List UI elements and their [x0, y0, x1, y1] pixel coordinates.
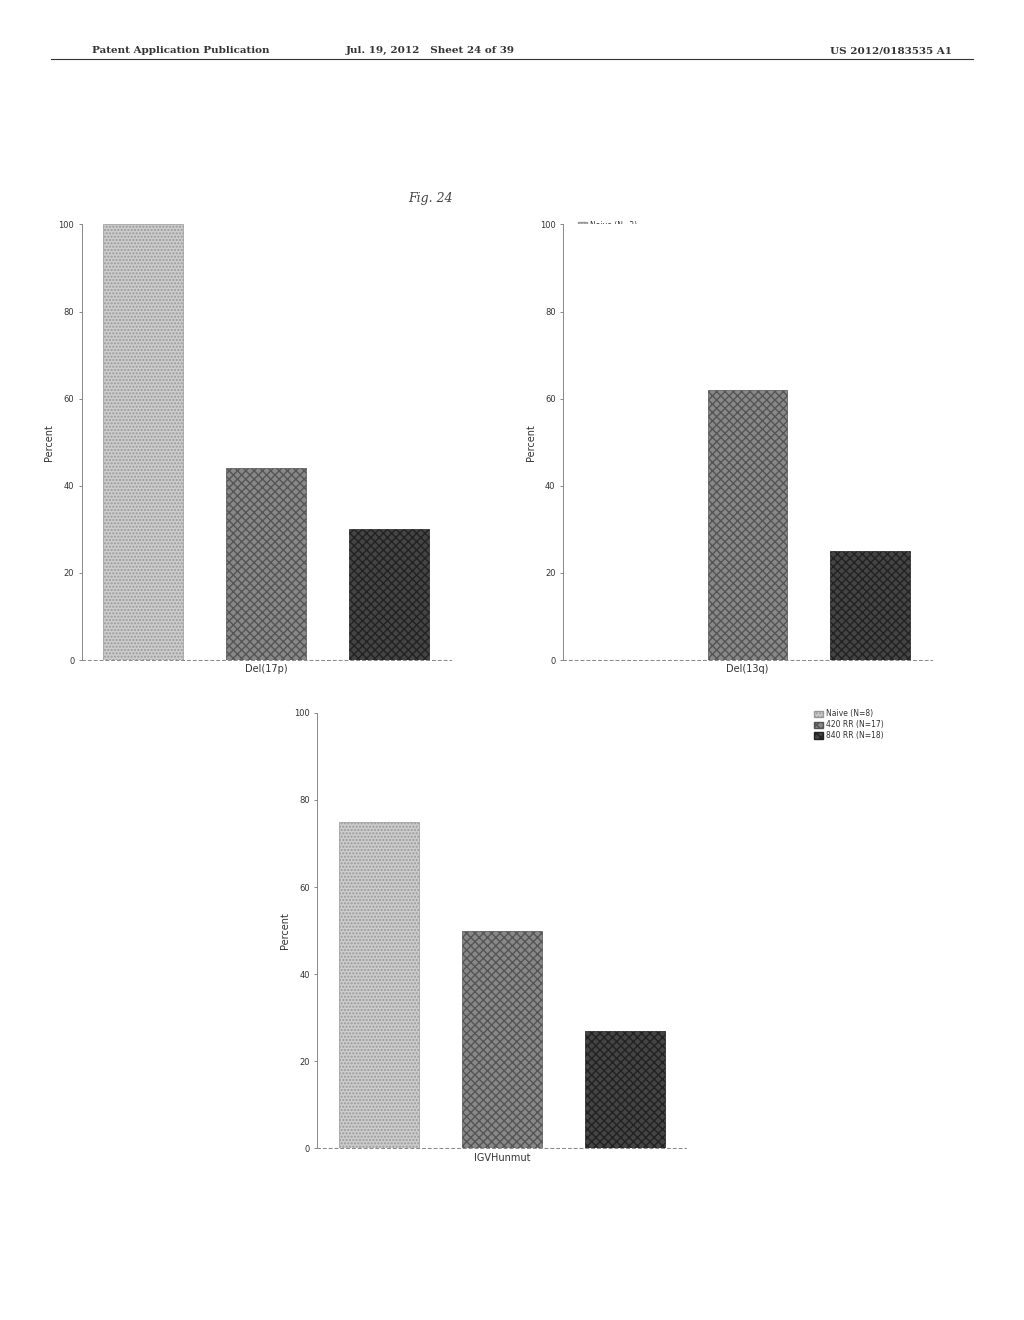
Bar	[830, 552, 910, 660]
Text: Jul. 19, 2012   Sheet 24 of 39: Jul. 19, 2012 Sheet 24 of 39	[345, 46, 515, 55]
Bar	[708, 389, 787, 660]
Y-axis label: Percent: Percent	[280, 912, 290, 949]
Text: Patent Application Publication: Patent Application Publication	[92, 46, 269, 55]
Text: US 2012/0183535 A1: US 2012/0183535 A1	[830, 46, 952, 55]
Bar	[585, 1031, 665, 1148]
Bar	[103, 224, 183, 660]
Bar	[349, 529, 429, 660]
X-axis label: Del(17p): Del(17p)	[245, 664, 288, 675]
X-axis label: Del(13q): Del(13q)	[726, 664, 769, 675]
Text: Fig. 24: Fig. 24	[408, 191, 453, 205]
Y-axis label: Percent: Percent	[44, 424, 54, 461]
Bar	[462, 931, 542, 1148]
Bar	[339, 821, 419, 1148]
Legend: Naive (N=2), 420 RR (N=9), 840 RR (N=10): Naive (N=2), 420 RR (N=9), 840 RR (N=10)	[577, 219, 649, 253]
Y-axis label: Percent: Percent	[525, 424, 536, 461]
X-axis label: IGVHunmut: IGVHunmut	[473, 1152, 530, 1163]
Legend: Naive (N=8), 420 RR (N=17), 840 RR (N=18): Naive (N=8), 420 RR (N=17), 840 RR (N=18…	[812, 708, 885, 742]
Bar	[226, 469, 306, 660]
